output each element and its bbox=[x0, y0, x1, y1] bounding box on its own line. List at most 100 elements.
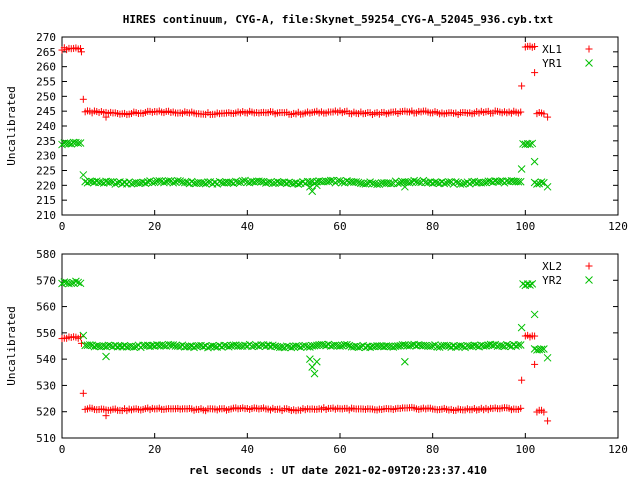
data-point bbox=[85, 341, 94, 349]
x-tick-label: 20 bbox=[148, 220, 161, 233]
data-point bbox=[208, 342, 217, 350]
y-tick-label: 550 bbox=[36, 327, 56, 340]
data-point bbox=[268, 179, 277, 188]
legend-label-xl2: XL2 bbox=[542, 260, 562, 273]
y-tick-label: 255 bbox=[36, 76, 56, 89]
data-point bbox=[231, 341, 240, 350]
data-point bbox=[215, 177, 224, 186]
x-tick-label: 100 bbox=[515, 220, 535, 233]
data-point bbox=[77, 45, 85, 53]
y-tick-label: 265 bbox=[36, 46, 56, 59]
data-point bbox=[387, 179, 395, 188]
data-point bbox=[150, 178, 159, 187]
data-point bbox=[187, 177, 196, 186]
data-point bbox=[428, 342, 437, 350]
legend-marker-xl2 bbox=[585, 262, 593, 270]
data-point bbox=[102, 352, 110, 361]
data-point bbox=[338, 341, 347, 350]
y-tick-label: 540 bbox=[36, 353, 56, 366]
data-point bbox=[352, 178, 361, 186]
data-point bbox=[255, 342, 263, 351]
data-point bbox=[435, 343, 444, 351]
legend-label-yr1: YR1 bbox=[542, 57, 562, 70]
data-point bbox=[76, 279, 85, 288]
data-point bbox=[282, 342, 291, 351]
x-tick-label: 120 bbox=[608, 220, 628, 233]
data-point bbox=[482, 342, 490, 350]
data-point bbox=[60, 278, 69, 286]
data-point bbox=[482, 178, 490, 187]
data-point bbox=[257, 177, 266, 186]
data-point bbox=[401, 341, 409, 349]
data-point bbox=[540, 110, 548, 118]
data-point bbox=[113, 178, 122, 187]
data-point bbox=[167, 177, 175, 185]
data-point bbox=[495, 177, 504, 186]
data-point bbox=[79, 95, 87, 103]
data-point bbox=[296, 343, 305, 352]
data-point bbox=[326, 342, 335, 350]
data-point bbox=[479, 178, 488, 187]
data-point bbox=[498, 342, 507, 350]
data-point bbox=[308, 187, 317, 196]
data-point bbox=[271, 342, 279, 351]
data-point bbox=[526, 140, 534, 149]
data-point bbox=[79, 389, 87, 397]
data-point bbox=[530, 310, 539, 319]
data-point bbox=[262, 179, 270, 187]
data-point bbox=[306, 343, 314, 351]
data-point bbox=[236, 178, 245, 187]
y-tick-label: 225 bbox=[36, 165, 56, 178]
data-point bbox=[204, 178, 212, 186]
data-point bbox=[273, 177, 282, 186]
data-point bbox=[306, 355, 314, 363]
data-point bbox=[250, 178, 259, 186]
data-point bbox=[278, 343, 286, 352]
data-point bbox=[111, 180, 120, 188]
data-point bbox=[127, 179, 136, 188]
data-point bbox=[102, 113, 110, 121]
data-point bbox=[421, 341, 430, 350]
data-point bbox=[537, 178, 546, 187]
x-tick-label: 60 bbox=[333, 220, 346, 233]
data-point bbox=[157, 341, 166, 350]
data-point bbox=[517, 404, 525, 412]
data-point bbox=[129, 343, 138, 351]
y-tick-label: 250 bbox=[36, 90, 56, 103]
data-point bbox=[454, 178, 463, 187]
data-point bbox=[401, 182, 409, 191]
data-point bbox=[317, 340, 326, 349]
x-tick-label: 40 bbox=[241, 220, 254, 233]
y-tick-label: 240 bbox=[36, 120, 56, 133]
legend-marker-yr2 bbox=[585, 276, 593, 284]
data-point bbox=[185, 342, 194, 351]
data-point bbox=[398, 341, 407, 349]
data-point bbox=[531, 43, 539, 51]
data-point bbox=[517, 323, 526, 332]
data-point bbox=[394, 179, 402, 188]
series-xl1 bbox=[58, 42, 552, 121]
y-tick-label: 220 bbox=[36, 179, 56, 192]
data-point bbox=[220, 341, 229, 350]
data-point bbox=[340, 340, 349, 349]
data-point bbox=[148, 178, 157, 187]
y-axis-label: Uncalibrated bbox=[5, 306, 18, 385]
data-point bbox=[361, 180, 370, 188]
data-point bbox=[530, 344, 539, 353]
data-point bbox=[97, 178, 106, 187]
y-tick-label: 230 bbox=[36, 150, 56, 163]
data-point bbox=[543, 353, 552, 362]
data-point bbox=[438, 178, 446, 186]
data-point bbox=[197, 178, 205, 187]
plot-frame bbox=[61, 36, 619, 216]
data-point bbox=[102, 412, 110, 420]
data-point bbox=[343, 176, 351, 185]
data-point bbox=[199, 179, 208, 187]
data-point bbox=[456, 180, 465, 188]
data-point bbox=[224, 342, 233, 351]
data-point bbox=[470, 341, 479, 350]
x-tick-label: 60 bbox=[333, 443, 346, 456]
data-point bbox=[190, 343, 198, 352]
data-point bbox=[343, 340, 351, 349]
